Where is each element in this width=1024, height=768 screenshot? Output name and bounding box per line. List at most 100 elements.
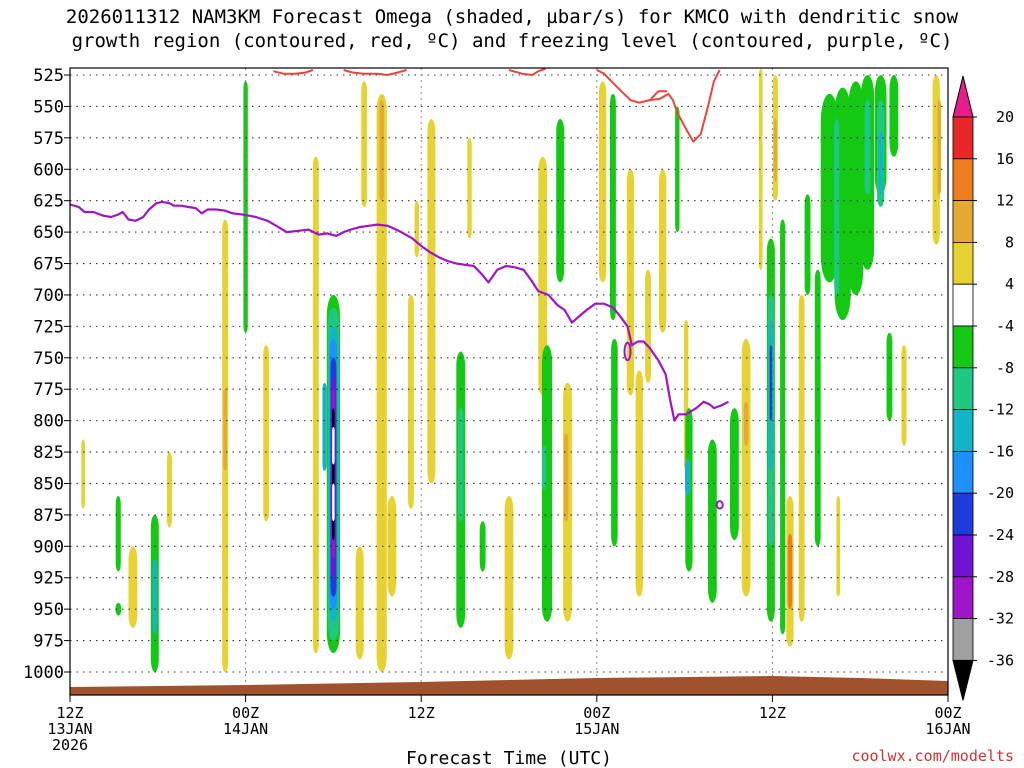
time-tick-label: 16JAN [925,720,970,738]
time-tick-label: 12Z [759,704,786,722]
omega-cell [81,439,85,509]
colorbar-bin [952,200,974,243]
omega-cell [773,119,777,182]
colorbar-tick-label: -24 [987,526,1014,544]
time-tick-label: 13JAN [47,720,92,738]
omega-cell [804,194,811,295]
omega-cell [659,169,667,333]
colorbar-bin [952,618,974,661]
colorbar-bin [952,158,974,202]
pressure-tick-label: 800 [33,412,64,432]
omega-cell [541,345,553,622]
omega-cell [730,408,739,541]
time-tick-label: 12Z [56,704,83,722]
omega-cell [263,345,270,522]
colorbar-bin [952,534,974,578]
omega-cell [166,452,172,528]
dgz-contour-line [508,68,546,76]
colorbar-tick-label: 20 [996,108,1014,126]
omega-cell [458,408,464,522]
credit-text: coolwx.com/modelts [851,747,1014,765]
colorbar-bin [952,283,974,327]
omega-cell [355,546,364,660]
colorbar-under-triangle [952,659,974,701]
omega-cell [743,401,749,446]
omega-cell [556,119,565,283]
omega-cell [708,439,717,603]
omega-cell [889,75,899,157]
omega-cell [376,93,387,672]
dgz-contour-line [273,69,314,75]
colorbar-tick-label: 12 [996,192,1014,210]
plot-area [69,67,949,696]
omega-cell [223,389,227,471]
colorbar-tick-label: -36 [987,651,1014,669]
chart-title-line-1: 2026011312 NAM3KM Forecast Omega (shaded… [66,6,959,28]
omega-cell [427,119,436,484]
pressure-axis: 525 550 575 600 625 650 675 700 725 750 775 800 825 8… [23,66,70,683]
gridlines [70,68,948,695]
omega-cell [115,496,121,572]
colorbar-tick-label: -20 [987,484,1014,502]
colorbar-tick-label: 16 [996,150,1014,168]
omega-cell [814,269,821,547]
omega-cell [685,458,691,496]
omega-cell [758,68,763,270]
time-tick-label: 00Z [583,704,610,722]
colorbar-tick-label: -4 [996,317,1014,335]
omega-cell [414,200,419,258]
omega-cell [332,426,335,465]
omega-cell [152,558,158,635]
pressure-tick-label: 975 [33,632,64,652]
pressure-tick-label: 825 [33,443,64,463]
pressure-tick-label: 775 [33,380,64,400]
omega-cell [115,602,122,616]
colorbar-tick-label: 8 [1005,233,1014,251]
omega-cell [322,382,327,471]
time-tick-label: 00Z [934,704,961,722]
time-tick-label: 2026 [52,736,88,754]
omega-cell [787,533,793,610]
pressure-tick-label: 700 [33,286,64,306]
omega-cell [937,100,942,195]
plot-frame [69,67,949,696]
omega-cell [128,546,138,628]
omega-cell [563,433,569,522]
dgz-contour-line [343,69,407,76]
omega-cell [312,156,319,654]
colorbar-over-triangle [952,75,974,118]
omega-cell [675,106,680,233]
pressure-tick-label: 650 [33,223,64,243]
time-tick-label: 15JAN [574,720,619,738]
colorbar-tick-label: -28 [987,568,1014,586]
pressure-tick-label: 550 [33,97,64,117]
colorbar-bin [952,325,974,369]
pressure-tick-label: 925 [33,569,64,589]
pressure-tick-label: 1000 [23,663,64,683]
omega-cell [878,131,883,195]
omega-cell [408,294,414,509]
omega-cell [741,338,751,597]
pressure-tick-label: 875 [33,506,64,526]
pressure-tick-label: 750 [33,349,64,369]
omega-cell [780,219,786,635]
omega-cell [361,81,368,207]
colorbar: 20 16 12 8 4 -4 -8 -12 -16 -20 -24 -28 -32 -36 [952,75,1014,701]
terrain [70,676,948,695]
omega-cell [599,81,607,283]
chart-title-line-2: growth region (contoured, red, ºC) and f… [72,30,953,52]
omega-cell [538,156,548,396]
omega-cell [848,81,864,295]
colorbar-bin [952,367,974,410]
omega-cell [834,119,840,295]
colorbar-tick-label: -8 [996,359,1014,377]
pressure-tick-label: 525 [33,66,64,86]
dgz-contour-line [596,69,721,143]
omega-cell [645,269,651,383]
omega-cell [379,100,384,201]
colorbar-bin [952,492,974,536]
time-tick-label: 14JAN [223,720,268,738]
colorbar-bin [952,576,974,619]
